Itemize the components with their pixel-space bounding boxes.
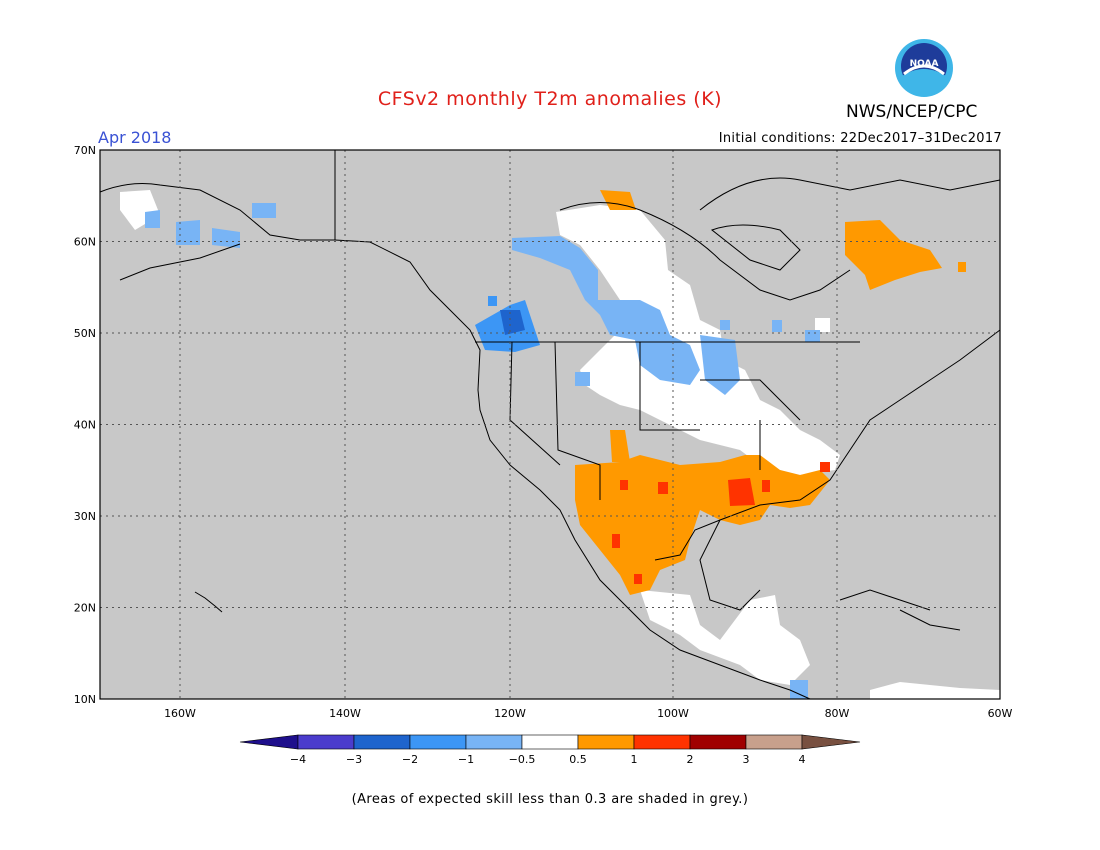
skill-footnote: (Areas of expected skill less than 0.3 a… bbox=[351, 792, 749, 807]
legend-swatch bbox=[297, 734, 355, 750]
map-panel bbox=[99, 149, 1001, 700]
color-legend bbox=[239, 734, 861, 750]
longitude-labels: 160W 140W 120W 100W 80W 60W bbox=[164, 707, 1012, 720]
legend-swatch bbox=[745, 734, 803, 750]
legend-tick: 4 bbox=[799, 753, 806, 766]
legend-swatch bbox=[409, 734, 467, 750]
noaa-logo: NOAA bbox=[895, 39, 953, 97]
legend-tick: 0.5 bbox=[569, 753, 587, 766]
lat-label: 30N bbox=[74, 510, 96, 523]
lon-label: 60W bbox=[988, 707, 1013, 720]
initial-conditions-label: Initial conditions: 22Dec2017–31Dec2017 bbox=[718, 131, 1002, 146]
lon-label: 120W bbox=[494, 707, 526, 720]
lat-label: 70N bbox=[74, 144, 96, 157]
legend-tick: −1 bbox=[458, 753, 474, 766]
lon-label: 100W bbox=[657, 707, 689, 720]
noaa-logo-text: NOAA bbox=[910, 59, 939, 69]
map-title: CFSv2 monthly T2m anomalies (K) bbox=[377, 88, 723, 110]
legend-tick: 2 bbox=[687, 753, 694, 766]
legend-swatch bbox=[465, 734, 523, 750]
lat-label: 10N bbox=[74, 693, 96, 706]
legend-tick: −2 bbox=[402, 753, 418, 766]
legend-tick: 1 bbox=[631, 753, 638, 766]
legend-swatch bbox=[801, 734, 861, 750]
legend-swatch bbox=[239, 734, 299, 750]
legend-tick: 3 bbox=[743, 753, 750, 766]
legend-swatch bbox=[521, 734, 579, 750]
lon-label: 80W bbox=[825, 707, 850, 720]
legend-tick-labels: −4 −3 −2 −1 −0.5 0.5 1 2 3 4 bbox=[290, 753, 806, 766]
lon-label: 160W bbox=[164, 707, 196, 720]
lat-label: 50N bbox=[74, 327, 96, 340]
organization-label: NWS/NCEP/CPC bbox=[846, 102, 978, 122]
legend-swatch bbox=[633, 734, 691, 750]
coastlines bbox=[99, 150, 1001, 700]
lon-label: 140W bbox=[329, 707, 361, 720]
legend-tick: −3 bbox=[346, 753, 362, 766]
lat-label: 20N bbox=[74, 602, 96, 615]
forecast-month: Apr 2018 bbox=[98, 128, 172, 147]
lat-label: 60N bbox=[74, 236, 96, 249]
legend-tick: −0.5 bbox=[509, 753, 536, 766]
latitude-labels: 70N 60N 50N 40N 30N 20N 10N bbox=[74, 144, 96, 706]
legend-swatch bbox=[577, 734, 635, 750]
legend-swatch bbox=[689, 734, 747, 750]
legend-tick: −4 bbox=[290, 753, 306, 766]
lat-label: 40N bbox=[74, 419, 96, 432]
legend-swatch bbox=[353, 734, 411, 750]
anomaly-patches bbox=[120, 190, 1000, 699]
